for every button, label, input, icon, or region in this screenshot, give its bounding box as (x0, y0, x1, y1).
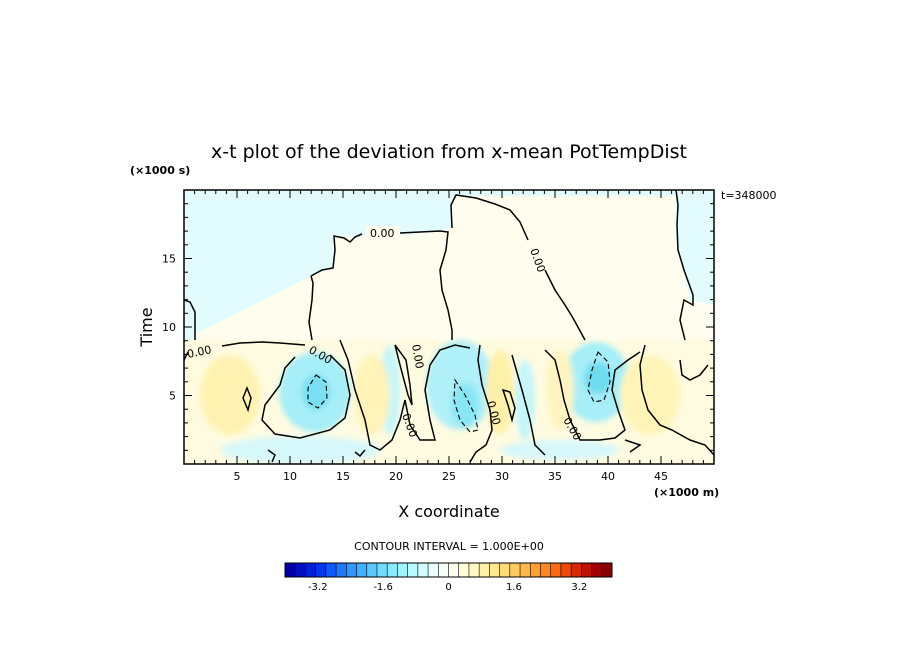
contour-zero-4 (511, 349, 641, 456)
colorbar-tick-label: 0 (445, 582, 451, 593)
colorbar-swatch (407, 563, 419, 577)
contour-zero-1 (221, 341, 351, 439)
x-units-label: (×1000 m) (654, 486, 719, 499)
warm-anomaly-1 (200, 355, 260, 435)
x-tick-label: 5 (234, 470, 241, 483)
x-tick-label: 25 (442, 470, 456, 483)
contour-label-7: 0.00 (484, 399, 503, 426)
colorbar-swatch (285, 563, 296, 577)
contour-zero-upper (308, 233, 363, 341)
colorbar-swatch (458, 563, 470, 577)
colorbar-frame (284, 562, 613, 578)
colorbar-swatch (295, 563, 306, 577)
colorbar-swatch (530, 563, 541, 577)
contour-interval-label: CONTOUR INTERVAL = 1.000E+00 (354, 540, 544, 553)
cool-anomaly-6 (220, 436, 380, 464)
contour-negative-1 (307, 374, 328, 409)
colorbar-swatch (366, 563, 378, 577)
warm-anomaly-2 (354, 355, 390, 435)
colorbar-swatch (417, 563, 429, 577)
contour-zero-3 (469, 344, 493, 463)
contour-label-1: 0.00 (370, 227, 395, 240)
contour-zero-left (184, 299, 196, 340)
y-axis-label: Time (137, 307, 156, 347)
colorbar-swatch (601, 563, 613, 577)
contour-zero-2 (339, 339, 471, 451)
contour-negative-2 (453, 378, 479, 433)
y-tick-label: 10 (162, 321, 176, 334)
colorbar-swatch (499, 563, 511, 577)
colorbar-swatch (356, 563, 368, 577)
cool-anomaly-2-core (451, 383, 479, 427)
colorbar-swatch (387, 563, 398, 577)
colorbar-swatch (489, 563, 500, 577)
contour-zero-right (675, 190, 694, 341)
contour-zero-5 (639, 344, 714, 456)
x-tick-label: 45 (654, 470, 668, 483)
colorbar-swatch (520, 563, 531, 577)
x-tick-label: 30 (495, 470, 509, 483)
warm-anomaly-3 (486, 350, 514, 434)
cool-anomaly-7 (500, 440, 620, 460)
colorbar-swatch (509, 563, 521, 577)
x-tick-label: 40 (601, 470, 615, 483)
cool-region-right (676, 196, 714, 305)
warm-region-upper (184, 196, 714, 340)
contour-label-5: 0.00 (409, 343, 426, 369)
cool-anomaly-1-core (302, 374, 330, 410)
contour-label-2: 0.00 (186, 343, 213, 361)
contour-zero-8 (242, 385, 252, 413)
contour-zero-diagonal (450, 194, 586, 341)
cool-anomaly-3-core (584, 362, 612, 394)
colorbar-tick-label: -3.2 (308, 582, 328, 593)
contour-zero-9 (267, 439, 642, 463)
x-axis-label: X coordinate (398, 502, 499, 521)
colorbar-tick-label: 1.6 (506, 582, 522, 593)
colorbar-swatch (325, 563, 337, 577)
colorbar-swatch (438, 563, 449, 577)
y-tick-label: 15 (162, 253, 176, 266)
x-tick-label: 15 (336, 470, 350, 483)
colorbar-swatch (581, 563, 592, 577)
contour-label-bg-1 (366, 226, 400, 239)
colorbar-swatch (376, 563, 388, 577)
colorbar-tick-label: 3.2 (571, 582, 587, 593)
contour-zero-upper-2 (399, 230, 453, 340)
contour-negative-lines (307, 350, 611, 433)
colorbar-swatch (397, 563, 408, 577)
colorbar-swatch (428, 563, 439, 577)
y-tick-label: 5 (169, 390, 176, 403)
warm-anomaly-4 (620, 355, 680, 435)
x-tick-label: 35 (548, 470, 562, 483)
colorbar-swatch (468, 563, 480, 577)
cool-region-left (184, 300, 196, 340)
contour-zero-7 (501, 388, 516, 423)
colorbar: -3.2 -1.6 0 1.6 3.2 (284, 562, 613, 593)
colorbar-swatch (336, 563, 347, 577)
colorbar-tick-label: -1.6 (373, 582, 393, 593)
axes: 5 10 15 20 25 30 35 40 45 5 10 15 (162, 190, 714, 483)
colorbar-swatch (560, 563, 572, 577)
contour-lines (184, 190, 714, 463)
colorbar-swatch (305, 563, 316, 577)
colorbar-swatch (550, 563, 562, 577)
colorbar-swatch (540, 563, 551, 577)
colorbar-swatch (479, 563, 490, 577)
plot-field (184, 190, 714, 464)
colorbar-swatch (571, 563, 582, 577)
contour-negative-3 (587, 350, 611, 403)
contour-zero-6 (394, 344, 413, 406)
colorbar-swatch (315, 563, 327, 577)
x-tick-label: 10 (283, 470, 297, 483)
chart-title: x-t plot of the deviation from x-mean Po… (211, 141, 687, 163)
time-label: t=348000 (721, 189, 777, 202)
x-tick-label: 20 (389, 470, 403, 483)
y-units-label: (×1000 s) (130, 164, 190, 177)
colorbar-swatch (591, 563, 603, 577)
colorbar-swatch (448, 563, 460, 577)
colorbar-swatch (346, 563, 357, 577)
